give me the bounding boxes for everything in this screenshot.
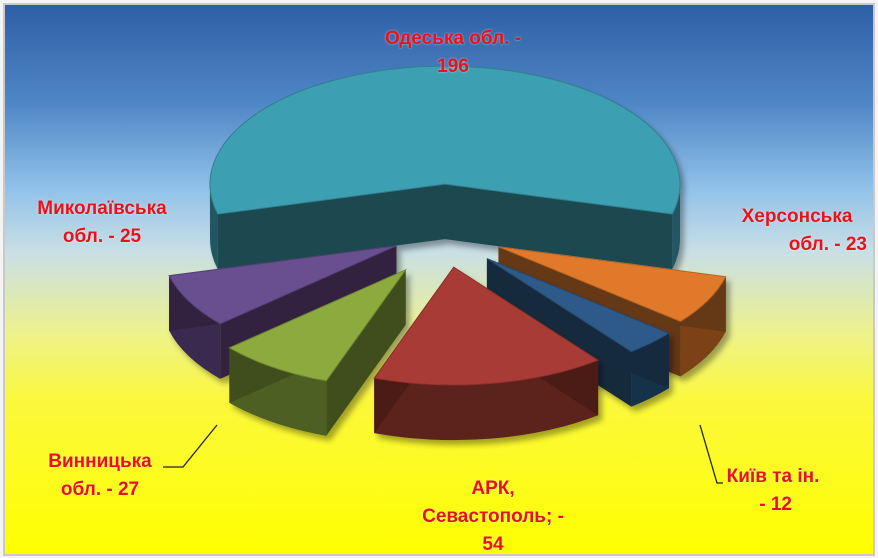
pie-slice-ark (373, 266, 600, 441)
leader-vinnytska (163, 424, 218, 468)
label-kyiv-line1: Київ та ін. (726, 466, 820, 487)
pie-chart (163, 65, 727, 484)
label-odeska-line2: 196 (437, 56, 469, 77)
pie-slice-vinnytska (228, 268, 408, 436)
label-ark-line2: Севастополь; - (422, 506, 564, 527)
label-vinnytska-line2: обл. - 27 (60, 479, 140, 500)
label-ark-line3: 54 (482, 534, 504, 555)
label-kyiv-line2: - 12 (753, 494, 793, 515)
label-khersonska-line2: обл. - 23 (788, 234, 867, 255)
leader-kyiv (699, 424, 723, 484)
label-mykolaivska-line2: обл. - 25 (62, 226, 142, 247)
label-khersonska-line1: Херсонська (741, 206, 853, 227)
label-mykolaivska-line1: Миколаївська (37, 198, 167, 219)
label-vinnytska: Винницька обл. - 27 (35, 448, 165, 504)
label-odeska-line1: Одеська обл. - (384, 28, 522, 49)
label-khersonska: Херсонська обл. - 23 (727, 203, 867, 259)
label-mykolaivska: Миколаївська обл. - 25 (17, 195, 187, 251)
pie-slice-odeska (209, 65, 681, 270)
label-odeska: Одеська обл. - 196 (353, 25, 553, 81)
label-vinnytska-line1: Винницька (48, 451, 152, 472)
label-ark-line1: АРК, (471, 478, 515, 499)
label-kyiv: Київ та ін. - 12 (713, 463, 833, 519)
label-ark: АРК, Севастополь; - 54 (403, 475, 583, 555)
chart-area: Одеська обл. - 196 Херсонська обл. - 23 … (3, 3, 875, 556)
